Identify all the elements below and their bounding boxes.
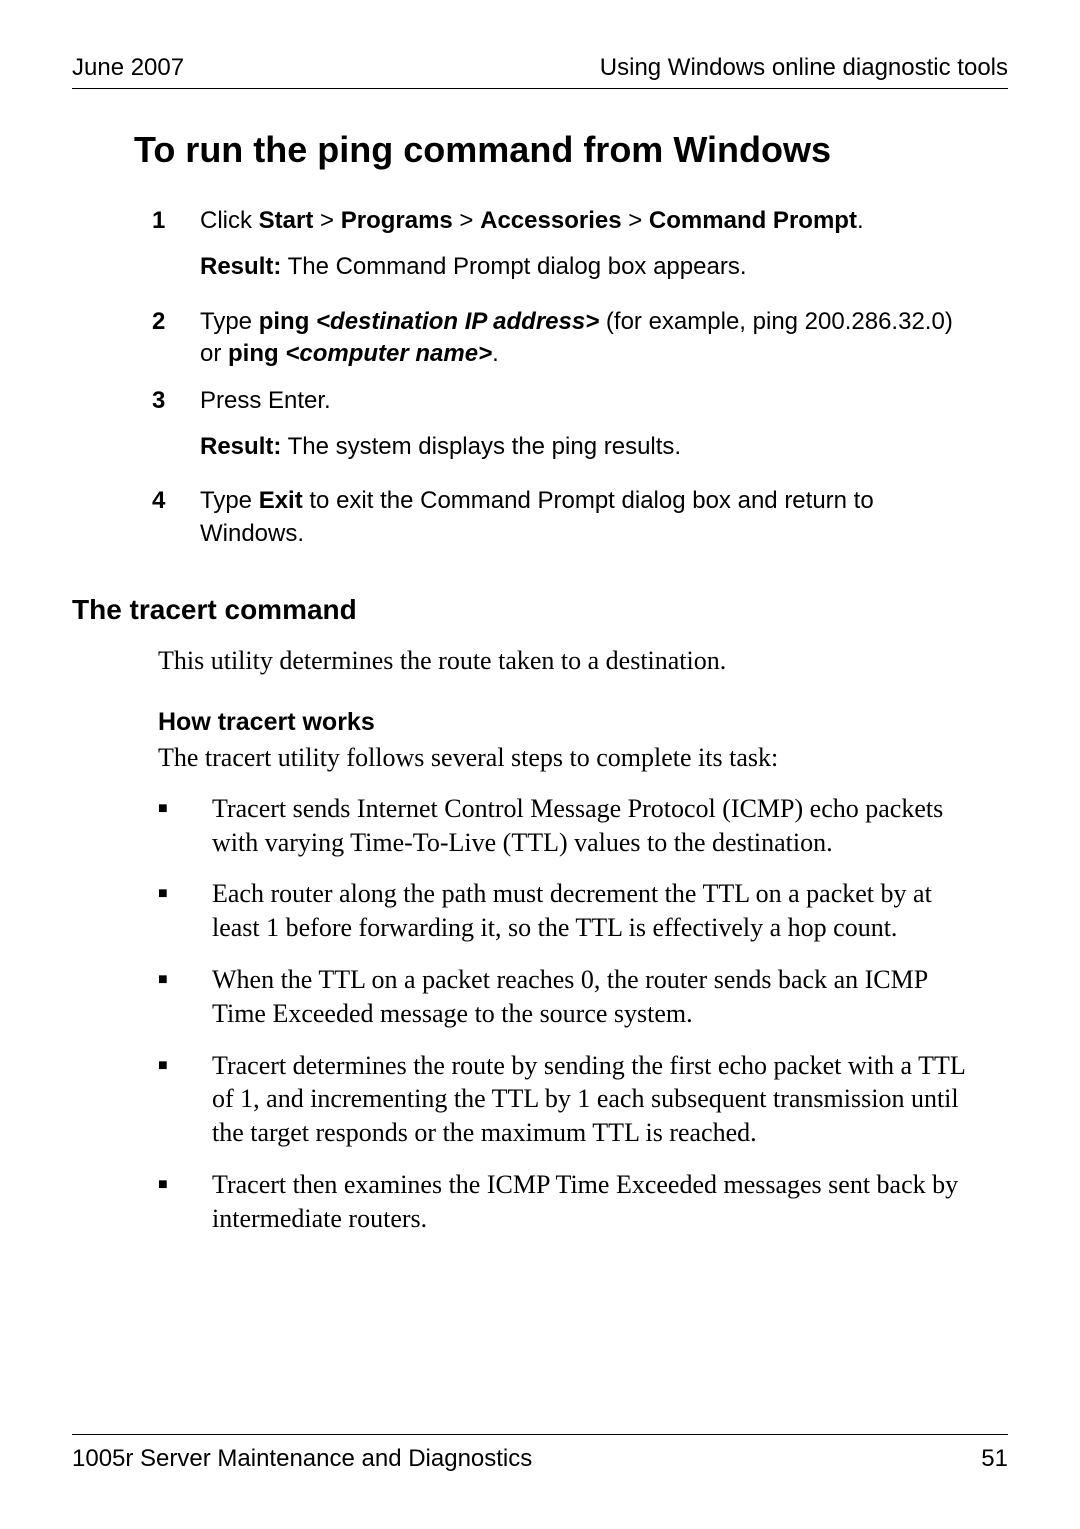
text: Click	[200, 207, 259, 234]
subsection-lead: The tracert utility follows several step…	[158, 741, 968, 775]
step-body: Type ping <destination IP address> (for …	[200, 306, 968, 371]
bullet-icon: ■	[158, 1168, 212, 1236]
footer-left: 1005r Server Maintenance and Diagnostics	[72, 1445, 532, 1473]
bullet-icon: ■	[158, 877, 212, 945]
page-header: June 2007 Using Windows online diagnosti…	[72, 54, 1008, 89]
bold: ping	[259, 308, 316, 335]
text: .	[857, 207, 864, 234]
list-item: ■ Tracert determines the route by sendin…	[158, 1049, 968, 1150]
header-right: Using Windows online diagnostic tools	[600, 54, 1008, 82]
bullet-icon: ■	[158, 963, 212, 1031]
bullet-list: ■ Tracert sends Internet Control Message…	[158, 792, 968, 1236]
text: .	[492, 340, 499, 367]
bold-italic: <destination IP address>	[316, 308, 599, 335]
section-title: The tracert command	[72, 594, 1008, 626]
step-body: Click Start > Programs > Accessories > C…	[200, 205, 968, 237]
text: Type	[200, 487, 259, 514]
step-4: 4 Type Exit to exit the Command Prompt d…	[152, 485, 968, 550]
step-1: 1 Click Start > Programs > Accessories >…	[152, 205, 968, 237]
step-number: 4	[152, 485, 200, 550]
result-text: The Command Prompt dialog box appears.	[281, 253, 746, 280]
list-item: ■ When the TTL on a packet reaches 0, th…	[158, 963, 968, 1031]
page-title: To run the ping command from Windows	[134, 129, 1008, 171]
step-body: Press Enter.	[200, 385, 968, 417]
steps-list: 1 Click Start > Programs > Accessories >…	[152, 205, 968, 550]
bold: Exit	[259, 487, 303, 514]
text: >	[622, 207, 649, 234]
step-3-result: Result: The system displays the ping res…	[200, 431, 968, 463]
bullet-icon: ■	[158, 792, 212, 860]
result-label: Result:	[200, 253, 281, 280]
step-1-result: Result: The Command Prompt dialog box ap…	[200, 251, 968, 283]
list-item: ■ Tracert sends Internet Control Message…	[158, 792, 968, 860]
list-item-text: Tracert then examines the ICMP Time Exce…	[212, 1168, 968, 1236]
bold: Programs	[341, 207, 453, 234]
header-left: June 2007	[72, 54, 184, 82]
bold: Accessories	[480, 207, 621, 234]
text: Type	[200, 308, 259, 335]
list-item: ■ Tracert then examines the ICMP Time Ex…	[158, 1168, 968, 1236]
bullet-icon: ■	[158, 1049, 212, 1150]
text: >	[313, 207, 340, 234]
page: June 2007 Using Windows online diagnosti…	[0, 0, 1080, 1314]
bold: ping	[228, 340, 285, 367]
bold: Command Prompt	[649, 207, 857, 234]
footer-page-number: 51	[981, 1445, 1008, 1473]
result-text: The system displays the ping results.	[281, 433, 681, 460]
section-intro: This utility determines the route taken …	[158, 644, 968, 678]
list-item-text: Tracert sends Internet Control Message P…	[212, 792, 968, 860]
bold-italic: <computer name>	[285, 340, 492, 367]
subsection-title: How tracert works	[158, 708, 1008, 737]
list-item-text: Tracert determines the route by sending …	[212, 1049, 968, 1150]
step-3: 3 Press Enter.	[152, 385, 968, 417]
step-2: 2 Type ping <destination IP address> (fo…	[152, 306, 968, 371]
step-number: 1	[152, 205, 200, 237]
page-footer: 1005r Server Maintenance and Diagnostics…	[72, 1434, 1008, 1473]
bold: Start	[259, 207, 314, 234]
step-number: 2	[152, 306, 200, 371]
step-body: Type Exit to exit the Command Prompt dia…	[200, 485, 968, 550]
result-label: Result:	[200, 433, 281, 460]
text: >	[453, 207, 480, 234]
step-number: 3	[152, 385, 200, 417]
list-item-text: Each router along the path must decremen…	[212, 877, 968, 945]
list-item-text: When the TTL on a packet reaches 0, the …	[212, 963, 968, 1031]
list-item: ■ Each router along the path must decrem…	[158, 877, 968, 945]
